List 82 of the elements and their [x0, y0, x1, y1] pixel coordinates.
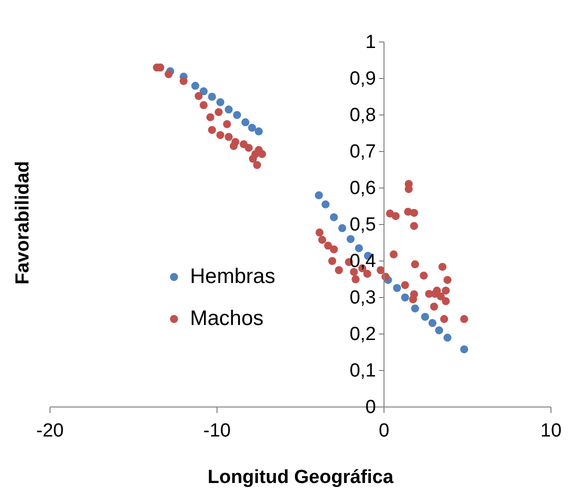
- point: [435, 326, 444, 334]
- x-axis-title: Longitud Geográfica: [208, 467, 394, 488]
- point: [206, 113, 214, 122]
- point: [200, 87, 208, 96]
- point: [254, 127, 263, 136]
- point: [194, 92, 203, 100]
- point: [404, 185, 413, 194]
- point: [330, 245, 338, 254]
- point: [440, 315, 448, 324]
- x-tick-label: -20: [36, 420, 64, 442]
- point: [233, 111, 242, 119]
- point: [214, 108, 223, 116]
- point: [428, 319, 436, 328]
- point: [224, 106, 233, 114]
- point: [376, 266, 385, 274]
- y-tick-label: 0,5: [350, 214, 376, 236]
- point: [200, 101, 208, 110]
- point: [334, 266, 343, 274]
- point: [322, 200, 330, 208]
- point: [443, 334, 452, 342]
- legend-label: Hembras: [190, 265, 276, 289]
- x-tick-label: -10: [203, 420, 231, 442]
- point: [346, 235, 355, 244]
- point: [352, 275, 360, 284]
- x-tick-label: 0: [378, 420, 390, 442]
- point: [314, 191, 323, 200]
- point: [191, 82, 200, 90]
- y-tick-label: 1: [365, 32, 376, 53]
- y-tick-label: 0,7: [350, 142, 376, 162]
- point: [410, 222, 418, 230]
- x-tick-label: 10: [540, 420, 562, 442]
- y-tick-label: 0,1: [350, 360, 376, 382]
- point: [164, 70, 173, 78]
- point: [401, 294, 410, 302]
- y-tick-label: 0,8: [350, 105, 376, 126]
- point: [421, 312, 430, 321]
- y-tick-label: 0,6: [350, 178, 376, 199]
- point: [180, 77, 188, 86]
- point: [318, 236, 326, 244]
- point: [216, 131, 224, 140]
- point: [253, 161, 262, 170]
- point: [442, 297, 450, 306]
- point: [430, 302, 438, 311]
- point: [241, 118, 250, 126]
- point: [223, 120, 232, 128]
- point: [216, 98, 224, 106]
- y-axis-title: Favorabilidad: [12, 160, 34, 284]
- point: [248, 124, 256, 132]
- point: [208, 126, 216, 134]
- point: [244, 144, 253, 152]
- point: [390, 250, 398, 258]
- point: [442, 286, 450, 295]
- point: [436, 292, 445, 300]
- point: [392, 212, 400, 220]
- point: [401, 281, 410, 290]
- point: [443, 276, 452, 284]
- point: [258, 150, 266, 158]
- point: [411, 304, 420, 312]
- point: [363, 270, 372, 278]
- point: [338, 224, 346, 232]
- point: [410, 208, 418, 217]
- point: [224, 132, 233, 141]
- y-tick-label: 0,9: [350, 68, 376, 90]
- point: [409, 295, 418, 304]
- point: [460, 345, 468, 354]
- point: [330, 213, 338, 222]
- y-tick-label: 0,3: [350, 288, 376, 308]
- point: [420, 272, 428, 280]
- point: [393, 284, 402, 292]
- y-tick-label: 0,2: [350, 324, 376, 345]
- point: [324, 242, 332, 250]
- point: [208, 92, 216, 101]
- point: [230, 142, 238, 150]
- legend-label: Machos: [190, 307, 264, 331]
- point: [354, 244, 363, 252]
- point: [316, 228, 324, 237]
- y-tick-label: 0: [365, 397, 376, 418]
- point: [438, 262, 446, 271]
- point: [460, 315, 468, 324]
- point: [248, 154, 257, 163]
- point: [328, 257, 336, 265]
- point: [411, 260, 420, 268]
